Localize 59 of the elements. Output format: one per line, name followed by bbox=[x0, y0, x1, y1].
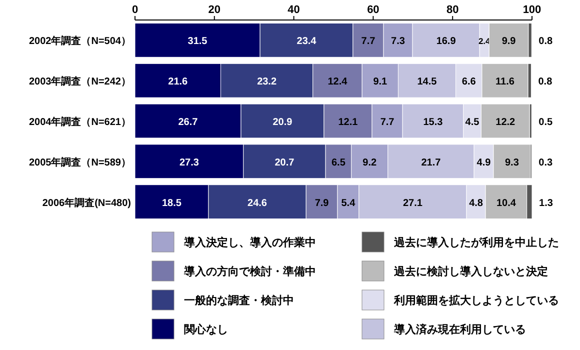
data-label: 18.5 bbox=[162, 198, 182, 209]
legend-label: 導入の方向で検討・準備中 bbox=[183, 265, 316, 278]
data-label: 6.5 bbox=[332, 157, 346, 168]
data-label: 4.5 bbox=[465, 117, 480, 128]
data-label: 23.4 bbox=[296, 36, 317, 48]
data-label: 11.6 bbox=[496, 76, 515, 88]
data-label: 1.3 bbox=[539, 198, 554, 209]
legend-label: 一般的な調査・検討中 bbox=[184, 294, 294, 307]
data-label: 0.8 bbox=[538, 36, 553, 48]
y-tick-label: 2005年調査（N=589） bbox=[29, 156, 131, 168]
data-label: 12.2 bbox=[496, 117, 516, 128]
data-label: 12.4 bbox=[328, 76, 348, 88]
data-label: 5.4 bbox=[341, 198, 356, 209]
legend-label: 導入決定し、導入の作業中 bbox=[183, 236, 316, 249]
data-label: 14.5 bbox=[417, 76, 438, 88]
data-label: 23.2 bbox=[257, 76, 277, 88]
data-label: 27.1 bbox=[402, 198, 423, 209]
data-label: 7.7 bbox=[380, 117, 395, 128]
data-label: 24.6 bbox=[248, 198, 268, 209]
data-label: 16.9 bbox=[436, 36, 456, 48]
data-label: 26.7 bbox=[178, 117, 198, 128]
legend-label: 過去に導入したが利用を中止した bbox=[393, 236, 559, 249]
data-label: 0.3 bbox=[538, 157, 553, 168]
data-label: 27.3 bbox=[179, 157, 200, 168]
data-label: 2.4 bbox=[478, 36, 491, 46]
data-label: 9.2 bbox=[362, 157, 378, 168]
x-tick-label: 100 bbox=[522, 4, 542, 16]
x-tick-label: 20 bbox=[208, 4, 221, 16]
y-tick-label: 2003年調査（N=242） bbox=[29, 76, 131, 88]
data-label: 21.6 bbox=[168, 76, 188, 88]
data-label: 4.9 bbox=[476, 157, 492, 168]
legend-label: 関心なし bbox=[184, 323, 228, 336]
x-tick-label: 60 bbox=[367, 4, 380, 16]
data-label: 9.3 bbox=[505, 157, 520, 168]
data-label: 4.8 bbox=[469, 198, 484, 209]
legend-label: 導入済み現在利用している bbox=[393, 323, 526, 336]
data-label: 31.5 bbox=[188, 36, 208, 48]
data-label: 0.8 bbox=[538, 76, 553, 88]
y-tick-label: 2006年調査(N=480) bbox=[42, 196, 131, 209]
data-label: 15.3 bbox=[423, 117, 444, 128]
data-label: 10.4 bbox=[496, 198, 516, 209]
data-label: 6.6 bbox=[462, 76, 476, 88]
data-label: 0.5 bbox=[538, 117, 553, 128]
y-tick-label: 2002年調査（N=504） bbox=[29, 35, 131, 48]
data-label: 20.7 bbox=[274, 157, 295, 168]
legend-label: 利用範囲を拡大しようとしている bbox=[393, 294, 559, 307]
data-label: 9.9 bbox=[502, 36, 516, 48]
data-label: 7.3 bbox=[391, 36, 406, 48]
data-label: 12.1 bbox=[338, 117, 358, 128]
x-tick-label: 80 bbox=[446, 4, 459, 16]
x-tick-label: 40 bbox=[288, 4, 300, 16]
data-label: 7.9 bbox=[314, 198, 330, 209]
data-label: 21.7 bbox=[421, 157, 442, 168]
legend-label: 過去に検討し導入しないと決定 bbox=[393, 265, 548, 278]
data-label: 9.1 bbox=[373, 76, 388, 88]
x-tick-label: 0 bbox=[132, 4, 138, 16]
y-tick-label: 2004年調査（N=621） bbox=[29, 116, 131, 128]
data-label: 20.9 bbox=[272, 117, 293, 128]
data-label: 7.7 bbox=[361, 36, 376, 48]
